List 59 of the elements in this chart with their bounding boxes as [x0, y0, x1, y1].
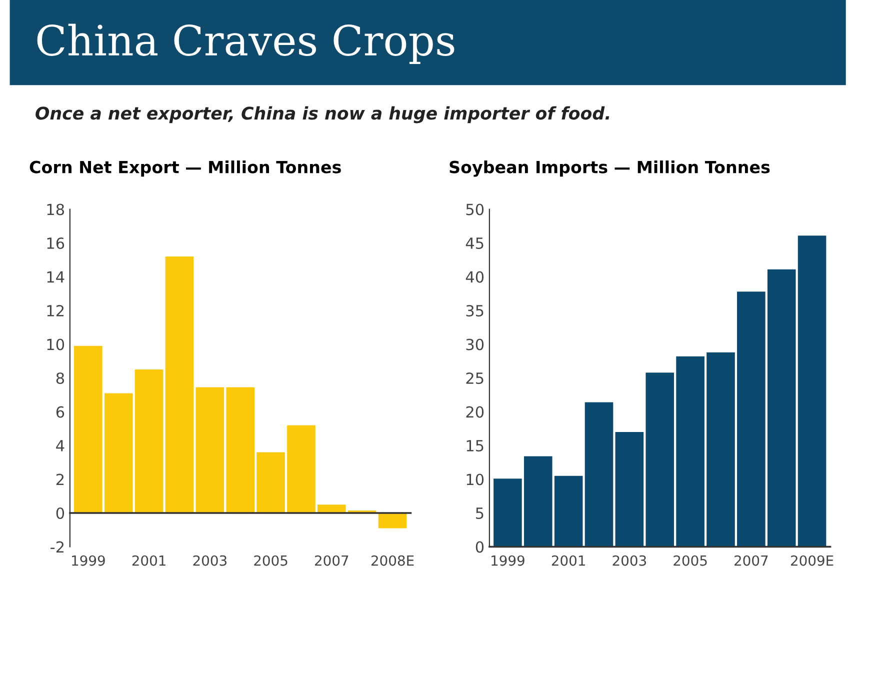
y-tick-label: 35 [466, 304, 484, 317]
x-tick-label: 2007 [734, 555, 768, 566]
bar [165, 256, 194, 513]
bar [554, 476, 583, 547]
y-tick-label: 40 [466, 271, 484, 283]
text: Once a net exporter, China is now a huge importer of food. [36, 106, 610, 124]
y-tick-label: 50 [466, 204, 484, 216]
bar [287, 425, 316, 513]
y-tick-label: 5 [476, 508, 484, 520]
bar [584, 402, 614, 547]
x-tick-label: 2005 [674, 555, 707, 566]
bar [494, 478, 522, 547]
bar [676, 356, 704, 547]
x-tick-label: 1999 [492, 555, 524, 566]
y-tick-label: 10 [47, 338, 64, 350]
x-tick-label: 2003 [612, 555, 646, 566]
y-tick-label: 30 [466, 338, 484, 350]
y-tick-label: 16 [47, 237, 64, 250]
bar [737, 292, 766, 547]
y-tick-label: 25 [466, 372, 484, 384]
y-tick-label: 4 [56, 440, 64, 452]
y-tick-label: 0 [56, 507, 64, 520]
bar [706, 352, 735, 547]
y-tick-label: 14 [47, 271, 64, 283]
bar [256, 452, 285, 513]
x-tick-label: 1999 [72, 555, 105, 566]
bar [798, 236, 826, 547]
y-tick-label: 15 [466, 440, 484, 452]
y-tick-label: 8 [56, 372, 64, 384]
bar [646, 372, 674, 547]
y-tick-label: 12 [47, 304, 64, 316]
y-tick-label: 6 [56, 406, 64, 418]
y-tick-label: 18 [47, 204, 64, 216]
y-tick-label: 45 [466, 238, 484, 250]
y-tick-label: 0 [476, 541, 484, 553]
x-tick-label: 2003 [193, 555, 226, 566]
x-tick-label: 2001 [552, 555, 585, 566]
y-tick-label: -2 [50, 541, 64, 553]
bar [318, 504, 346, 513]
y-tick-label: 20 [466, 406, 484, 418]
x-tick-label: 2008E [371, 555, 414, 566]
x-tick-label: 2001 [132, 555, 166, 566]
bar [196, 387, 224, 513]
bar [615, 432, 644, 547]
text: China Craves Crops [37, 24, 454, 64]
bar [378, 513, 407, 528]
bar [74, 346, 102, 513]
chart-title: Soybean Imports — Million Tonnes [450, 160, 770, 177]
bar [767, 269, 796, 547]
x-tick-label: 2009E [790, 555, 834, 566]
bar [104, 393, 133, 513]
bar [226, 387, 254, 513]
y-tick-label: 10 [466, 474, 484, 486]
chart-title: Corn Net Export — Million Tonnes [30, 160, 341, 177]
x-tick-label: 2005 [254, 555, 288, 566]
y-tick-label: 2 [56, 474, 64, 486]
bar [134, 370, 164, 513]
x-tick-label: 2007 [314, 555, 348, 566]
bar [524, 456, 552, 547]
